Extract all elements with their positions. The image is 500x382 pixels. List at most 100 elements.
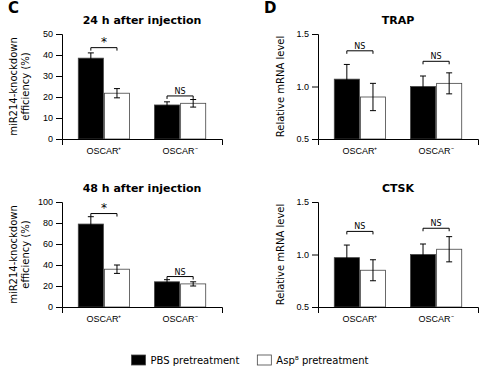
legend-label: PBS pretreatment — [151, 355, 240, 366]
title: 24 h after injection — [83, 14, 202, 27]
y-tick-mark — [56, 223, 62, 224]
y-tick-label: 40 — [43, 50, 53, 60]
x-axis: OSCAR⁺OSCAR⁻ — [319, 140, 479, 157]
error-bar-cap — [344, 93, 350, 94]
y-tick-mark — [56, 307, 62, 308]
panel: 020406080100OSCAR⁺OSCAR⁻48 h after injec… — [8, 182, 223, 324]
error-bar-stem — [449, 237, 450, 262]
plot-area — [78, 217, 205, 307]
panel-label: C — [8, 0, 19, 17]
error-bar-cap — [446, 72, 452, 73]
x-tick: OSCAR⁺ — [86, 146, 121, 156]
error-bar-stem — [346, 64, 347, 93]
y-axis: 0.51.01.5 — [296, 29, 318, 144]
significance-bracket — [347, 51, 373, 54]
significance-label: NS — [354, 42, 365, 51]
series — [360, 237, 461, 307]
y-axis: 020406080100 — [38, 197, 63, 312]
error-bar-cap — [114, 97, 120, 98]
y-tick-label: 100 — [38, 197, 53, 207]
bar — [104, 269, 129, 307]
bracket-line — [347, 51, 373, 54]
error-bar-stem — [90, 53, 91, 64]
significance-bracket — [167, 96, 193, 99]
significance-label: NS — [431, 52, 442, 61]
y-tick-mark — [56, 97, 62, 98]
series — [104, 265, 205, 307]
y-tick-mark — [56, 118, 62, 119]
y-tick: 20 — [43, 92, 62, 102]
y-axis: 01020304050 — [43, 29, 63, 144]
y-tick-mark — [56, 34, 62, 35]
error-bar-cap — [190, 286, 196, 287]
error-bar-stem — [167, 280, 168, 284]
error-bar-cap — [88, 231, 94, 232]
y-tick-mark — [312, 202, 318, 203]
error-bar-stem — [449, 73, 450, 94]
x-tick-label: OSCAR⁺ — [86, 146, 121, 156]
significance-label: * — [101, 35, 107, 49]
error-bar — [344, 245, 350, 270]
y-tick-mark — [312, 255, 318, 256]
y-tick-label: 20 — [43, 281, 53, 291]
error-bar — [164, 280, 170, 284]
y-axis-line — [312, 35, 319, 140]
significance-label: NS — [175, 268, 186, 277]
error-bar — [344, 64, 350, 93]
error-bar-stem — [423, 244, 424, 265]
bar — [154, 282, 179, 307]
error-bar-cap — [164, 283, 170, 284]
y-tick-label: 30 — [43, 71, 53, 81]
y-tick-label: 80 — [43, 218, 53, 228]
error-bar-stem — [193, 100, 194, 108]
error-bar-cap — [420, 97, 426, 98]
error-bar — [88, 217, 94, 232]
y-tick-mark — [312, 307, 318, 308]
error-bar-cap — [446, 93, 452, 94]
y-tick-label: 1.5 — [296, 29, 309, 39]
error-bar — [446, 237, 452, 262]
significance-bracket — [423, 228, 449, 231]
y-tick: 0.5 — [296, 134, 318, 144]
y-tick-label: 0.5 — [296, 134, 309, 144]
y-tick-label: 60 — [43, 239, 53, 249]
y-axis-line — [56, 35, 63, 140]
significance-label: NS — [354, 222, 365, 231]
y-tick-mark — [56, 265, 62, 266]
y-axis-title-line: Relative mRNA level — [275, 204, 286, 305]
y-axis-title-line: miR214-knockdown — [8, 37, 19, 136]
x-axis: OSCAR⁺OSCAR⁻ — [319, 308, 479, 325]
error-bar-cap — [420, 244, 426, 245]
bar — [181, 284, 206, 307]
x-tick-label: OSCAR⁺ — [86, 314, 121, 324]
y-tick: 40 — [43, 50, 62, 60]
legend: PBS pretreatmentAsp⁸ pretreatment — [132, 355, 369, 366]
error-bar-stem — [90, 217, 91, 232]
error-bar — [190, 100, 196, 108]
y-tick: 1.5 — [296, 29, 318, 39]
error-bar-stem — [423, 76, 424, 97]
x-axis-line — [319, 308, 479, 314]
x-tick: OSCAR⁻ — [419, 314, 454, 324]
error-bar-cap — [370, 259, 376, 260]
plot-area — [78, 53, 205, 139]
y-axis-title-line: miR214-knockdown — [8, 205, 19, 304]
series — [104, 89, 205, 139]
error-bar-stem — [372, 83, 373, 110]
error-bar — [190, 282, 196, 286]
y-tick: 1.5 — [296, 197, 318, 207]
error-bar-cap — [370, 280, 376, 281]
bar — [78, 224, 103, 307]
series — [360, 73, 461, 139]
error-bar-cap — [446, 236, 452, 237]
y-tick: 30 — [43, 71, 62, 81]
y-tick: 60 — [43, 239, 62, 249]
x-axis-line — [319, 140, 479, 146]
error-bar-cap — [370, 83, 376, 84]
x-axis-line — [63, 308, 223, 314]
bar — [104, 93, 129, 139]
significance-label: NS — [431, 219, 442, 228]
x-tick: OSCAR⁺ — [342, 146, 377, 156]
y-tick-mark — [56, 202, 62, 203]
series — [334, 244, 435, 307]
